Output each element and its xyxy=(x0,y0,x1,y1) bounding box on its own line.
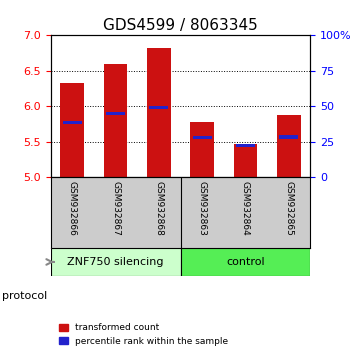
Bar xyxy=(147,48,171,177)
Bar xyxy=(236,143,255,147)
Bar xyxy=(63,120,82,124)
Bar xyxy=(149,105,168,109)
Text: control: control xyxy=(226,257,265,267)
Bar xyxy=(190,122,214,177)
Bar xyxy=(234,144,257,177)
Bar xyxy=(104,64,127,177)
Text: GSM932866: GSM932866 xyxy=(68,181,77,235)
Text: GSM932867: GSM932867 xyxy=(111,181,120,235)
Bar xyxy=(60,83,84,177)
Text: ZNF750 silencing: ZNF750 silencing xyxy=(67,257,164,267)
Legend: transformed count, percentile rank within the sample: transformed count, percentile rank withi… xyxy=(55,320,232,349)
Bar xyxy=(180,248,310,276)
Bar xyxy=(51,248,180,276)
Text: GSM932863: GSM932863 xyxy=(198,181,206,235)
Bar xyxy=(193,136,212,139)
Bar xyxy=(279,135,298,138)
Bar xyxy=(106,112,125,115)
Bar xyxy=(277,115,301,177)
Text: GSM932865: GSM932865 xyxy=(284,181,293,235)
Title: GDS4599 / 8063345: GDS4599 / 8063345 xyxy=(103,18,258,33)
Text: protocol: protocol xyxy=(2,291,47,301)
Text: GSM932868: GSM932868 xyxy=(155,181,163,235)
Text: GSM932864: GSM932864 xyxy=(241,181,250,235)
